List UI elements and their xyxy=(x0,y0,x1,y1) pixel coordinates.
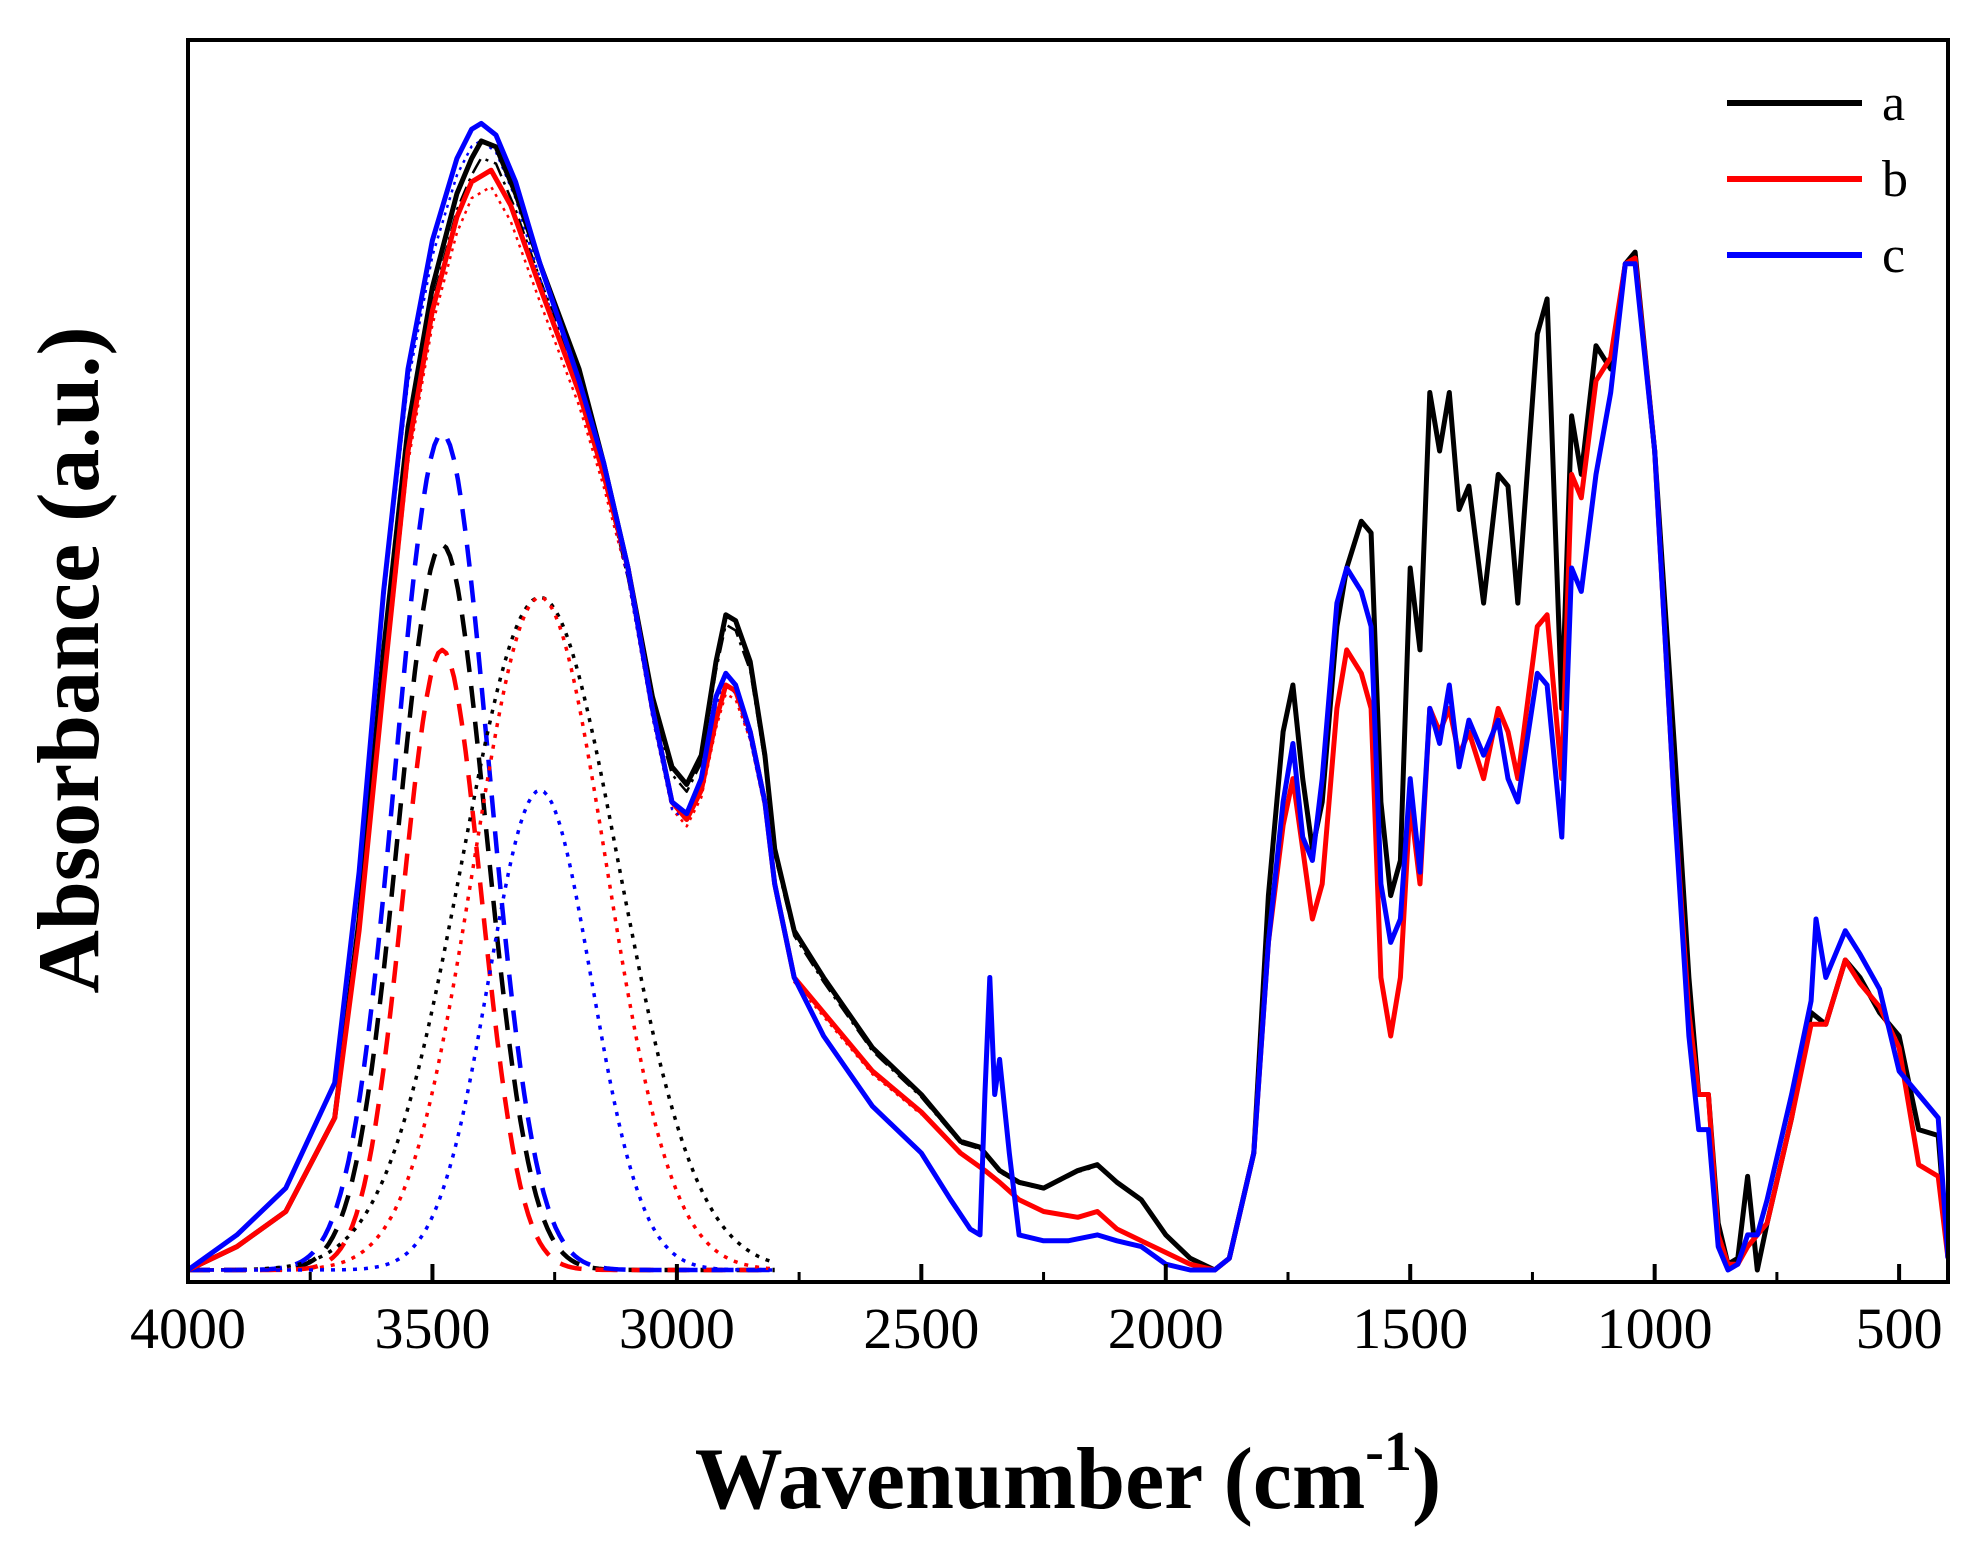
plot-frame xyxy=(186,38,1950,1284)
series-line-b-fitted-peak-3480 xyxy=(188,647,775,1273)
x-tick-label-1500: 1500 xyxy=(1352,1296,1468,1361)
x-tick-label-500: 500 xyxy=(1856,1296,1943,1361)
y-axis-title: Absorbance (a.u.) xyxy=(21,326,118,993)
legend: abc xyxy=(1727,75,1908,284)
series-line-b xyxy=(188,167,1948,1273)
x-tick-label-1000: 1000 xyxy=(1597,1296,1713,1361)
x-tick-label-3000: 3000 xyxy=(619,1296,735,1361)
x-tick-label-3500: 3500 xyxy=(374,1296,490,1361)
series-line-a xyxy=(188,138,1948,1273)
legend-label-c: c xyxy=(1882,227,1905,284)
x-axis-title: Wavenumber (cm-1) xyxy=(695,1421,1442,1528)
plot-area xyxy=(186,38,1950,1284)
series-line-b-fitted-envelope xyxy=(188,185,923,1272)
series-line-a-fitted-peak-3480 xyxy=(188,542,775,1273)
series-line-c-fitted-peak-3480 xyxy=(188,431,775,1273)
legend-label-a: a xyxy=(1882,75,1905,132)
series-line-c-fitted-envelope xyxy=(188,139,776,1272)
x-tick-label-4000: 4000 xyxy=(130,1296,246,1361)
x-axis: 4000 3500 3000 2500 2000 1500 1000 500 xyxy=(130,1264,1943,1361)
x-tick-label-2500: 2500 xyxy=(863,1296,979,1361)
x-tick-label-2000: 2000 xyxy=(1108,1296,1224,1361)
series-line-a-fitted-envelope xyxy=(188,156,1216,1272)
series-line-c xyxy=(188,120,1948,1273)
legend-label-b: b xyxy=(1882,151,1908,208)
series-layer xyxy=(188,120,1948,1273)
